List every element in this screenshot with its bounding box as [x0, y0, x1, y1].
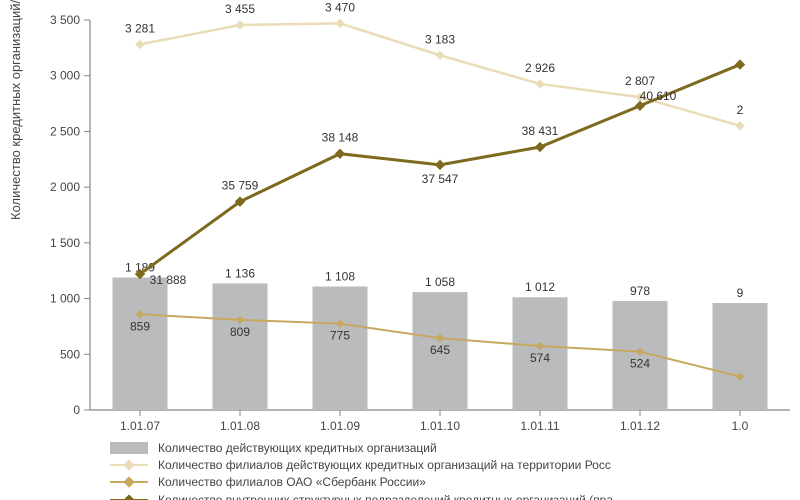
- svg-text:9: 9: [737, 286, 744, 300]
- legend-swatch-line: [110, 476, 148, 488]
- svg-text:40 610: 40 610: [640, 89, 677, 103]
- y-axis-label: Количество кредитных организаций/филиало…: [8, 0, 23, 220]
- svg-text:1.01.09: 1.01.09: [320, 419, 360, 433]
- legend-swatch-bar: [110, 442, 148, 454]
- svg-text:1.01.07: 1.01.07: [120, 419, 160, 433]
- svg-text:3 183: 3 183: [425, 32, 455, 46]
- svg-text:3 455: 3 455: [225, 2, 255, 16]
- svg-text:1 058: 1 058: [425, 275, 455, 289]
- svg-text:1 500: 1 500: [50, 236, 80, 250]
- legend-label: Количество внутренних структурных подраз…: [158, 492, 613, 500]
- legend-item: Количество филиалов действующих кредитны…: [110, 457, 613, 473]
- legend-label: Количество филиалов ОАО «Сбербанк России…: [158, 474, 426, 490]
- svg-text:31 888: 31 888: [150, 273, 187, 287]
- legend-swatch-line: [110, 459, 148, 471]
- chart-container: Количество кредитных организаций/филиало…: [0, 0, 800, 500]
- svg-text:978: 978: [630, 284, 650, 298]
- svg-text:1 108: 1 108: [325, 270, 355, 284]
- svg-text:35 759: 35 759: [222, 179, 259, 193]
- svg-text:2 926: 2 926: [525, 61, 555, 75]
- svg-text:809: 809: [230, 325, 250, 339]
- svg-text:3 470: 3 470: [325, 0, 355, 14]
- legend-label: Количество действующих кредитных организ…: [158, 440, 437, 456]
- legend-item: Количество внутренних структурных подраз…: [110, 492, 613, 500]
- svg-text:38 148: 38 148: [322, 131, 359, 145]
- svg-text:0: 0: [73, 403, 80, 417]
- svg-text:574: 574: [530, 351, 550, 365]
- svg-text:2 500: 2 500: [50, 124, 80, 138]
- svg-text:3 281: 3 281: [125, 21, 155, 35]
- svg-text:37 547: 37 547: [422, 172, 459, 186]
- svg-text:1 012: 1 012: [525, 280, 555, 294]
- legend-item: Количество филиалов ОАО «Сбербанк России…: [110, 474, 613, 490]
- svg-text:1 000: 1 000: [50, 292, 80, 306]
- legend-label: Количество филиалов действующих кредитны…: [158, 457, 611, 473]
- svg-text:2 807: 2 807: [625, 74, 655, 88]
- svg-text:1.01.10: 1.01.10: [420, 419, 460, 433]
- svg-text:859: 859: [130, 319, 150, 333]
- legend-item: Количество действующих кредитных организ…: [110, 440, 613, 456]
- chart-svg: 05001 0001 5002 0002 5003 0003 5001 1891…: [0, 0, 800, 440]
- svg-text:3 000: 3 000: [50, 69, 80, 83]
- svg-text:645: 645: [430, 343, 450, 357]
- svg-text:775: 775: [330, 329, 350, 343]
- svg-text:2 000: 2 000: [50, 180, 80, 194]
- svg-text:1.01.11: 1.01.11: [520, 419, 559, 433]
- svg-text:500: 500: [60, 347, 80, 361]
- svg-text:1 136: 1 136: [225, 266, 255, 280]
- svg-text:2: 2: [737, 103, 744, 117]
- legend-swatch-line: [110, 494, 148, 500]
- svg-text:1.01.08: 1.01.08: [220, 419, 260, 433]
- svg-text:1.01.12: 1.01.12: [620, 419, 660, 433]
- svg-text:524: 524: [630, 357, 650, 371]
- svg-text:3 500: 3 500: [50, 13, 80, 27]
- svg-text:38 431: 38 431: [522, 124, 559, 138]
- svg-text:1.0: 1.0: [732, 419, 749, 433]
- legend: Количество действующих кредитных организ…: [110, 440, 613, 500]
